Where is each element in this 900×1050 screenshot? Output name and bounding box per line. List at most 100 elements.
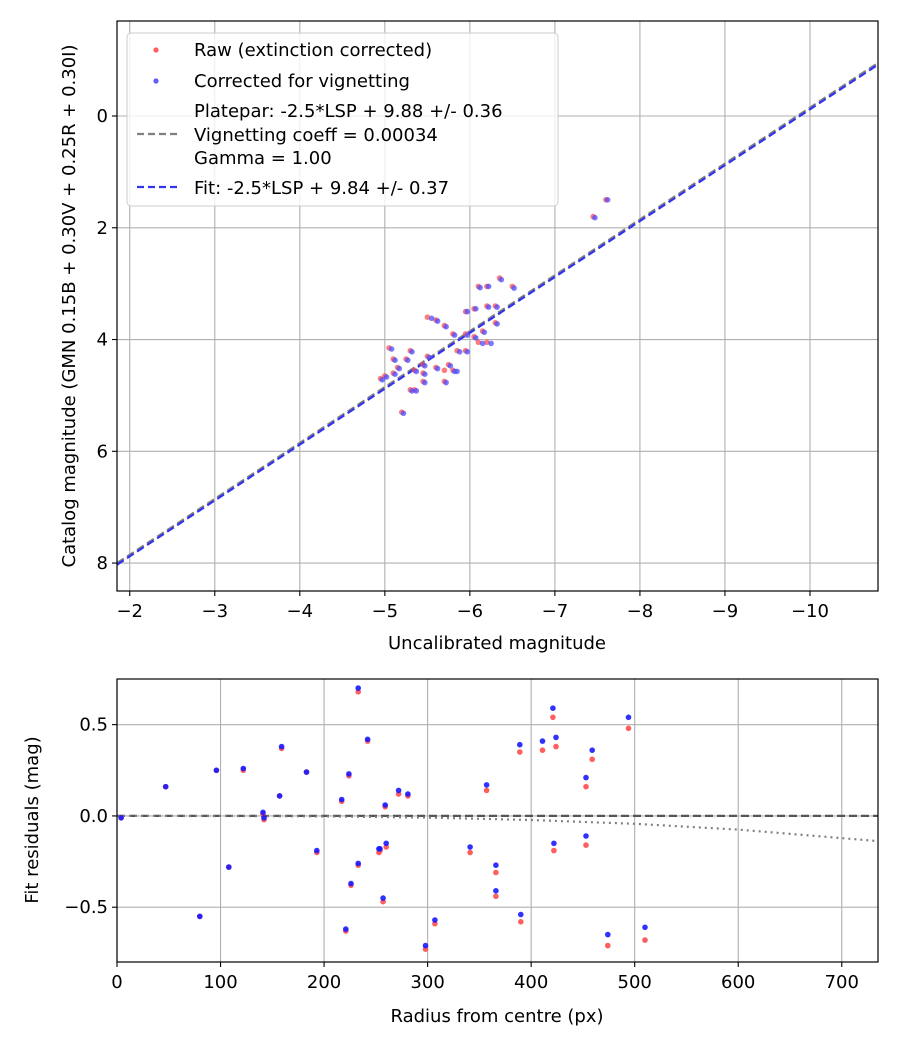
x-tick-label: 0 [111,972,122,993]
residuals-plot: 0 100 200 300 400 500 600 700 0.5 0.0 −0.5 Radius… [22,678,879,1027]
raw-point [441,367,448,374]
corrected-point [467,844,473,850]
x-tick-label: −3 [202,601,229,622]
corrected-point [517,741,523,748]
corrected-point [303,769,310,775]
x-tick-label: 200 [307,972,341,993]
corrected-point [392,371,398,378]
corrected-point [400,410,407,417]
bottom-y-axis-label: Fit residuals (mag) [22,736,43,903]
raw-point [589,756,595,763]
corrected-point [605,931,611,938]
line-platepar [116,61,879,565]
corrected-point [456,349,463,355]
corrected-point [432,917,438,923]
y-tick-label: 0 [97,106,108,127]
raw-point [551,847,557,854]
corrected-point [343,926,349,932]
corrected-point [409,388,415,394]
corrected-point [488,340,494,347]
corrected-point [405,791,411,797]
corrected-point [551,840,557,847]
corrected-point [426,354,432,361]
raw-point [518,919,524,925]
bottom-x-axis-label: Radius from centre (px) [390,1006,603,1027]
corrected-point [355,860,362,867]
corrected-point [493,888,499,894]
corrected-point [479,340,486,347]
x-tick-label: −6 [457,601,484,622]
top-x-axis-label: Uncalibrated magnitude [388,633,606,654]
corrected-point [447,363,454,369]
corrected-point [473,306,479,312]
raw-point [539,747,546,753]
corrected-point [473,335,479,341]
corrected-point [592,214,598,221]
corrected-point [428,315,435,322]
raw-point [493,869,499,876]
legend-raw-label: Raw (extinction corrected) [194,40,432,61]
corrected-point [422,942,429,949]
raw-point [493,893,499,900]
x-tick-label: 500 [618,972,652,993]
corrected-point [553,734,559,741]
legend-vignetting-label: Vignetting coeff = 0.00034 [194,125,438,146]
y-tick-label: 4 [97,330,108,351]
legend-gamma-label: Gamma = 1.00 [194,148,332,169]
corrected-point [162,783,169,790]
corrected-point [346,771,352,777]
legend-raw-marker [153,47,159,53]
raw-point [642,937,648,943]
corrected-point [395,787,402,794]
y-tick-label: 2 [97,218,108,239]
corrected-point [625,714,632,721]
corrected-point [348,880,354,887]
x-tick-label: 300 [410,972,444,993]
corrected-point [464,308,471,315]
corrected-point [451,332,458,338]
y-tick-label: 0.0 [79,806,108,827]
raw-point [424,314,431,321]
corrected-point [464,349,471,355]
raw-point [605,942,611,949]
x-tick-label: 600 [721,972,755,993]
legend-corrected-marker [153,78,159,84]
top-scatter-points [377,197,611,417]
y-tick-label: 0.5 [79,715,108,736]
corrected-point [382,802,389,808]
corrected-point [642,924,648,931]
corrected-point [380,895,386,901]
corrected-point [422,379,428,386]
x-tick-label: 100 [203,972,237,993]
corrected-point [396,365,403,372]
raw-point [550,714,556,721]
corrected-point [118,815,124,821]
corrected-point [260,809,266,816]
raw-point [467,849,473,856]
corrected-point [388,346,395,352]
corrected-point [240,765,247,772]
corrected-point [443,323,449,330]
corrected-point [383,840,390,847]
corrected-point [493,862,499,868]
corrected-point [355,685,362,691]
top-x-ticks: −2 −3 −4 −5 −6 −7 −8 −9 −10 [116,591,829,622]
top-y-ticks: 0 2 4 6 8 [97,106,117,574]
corrected-point [550,705,556,711]
corrected-point [485,304,492,310]
corrected-point [434,365,441,372]
corrected-point [539,738,546,744]
corrected-point [498,276,505,283]
legend-fit-label: Fit: -2.5*LSP + 9.84 +/- 0.37 [194,178,449,199]
bottom-reference-lines [116,814,879,843]
corrected-point [409,349,415,355]
bottom-x-ticks: 0 100 200 300 400 500 600 700 [111,962,859,993]
corrected-point [604,197,611,203]
x-tick-label: −8 [627,601,654,622]
corrected-point [583,833,589,839]
raw-point [553,743,559,750]
legend-box [126,32,559,207]
y-tick-label: 8 [97,553,108,574]
x-tick-label: 400 [514,972,548,993]
